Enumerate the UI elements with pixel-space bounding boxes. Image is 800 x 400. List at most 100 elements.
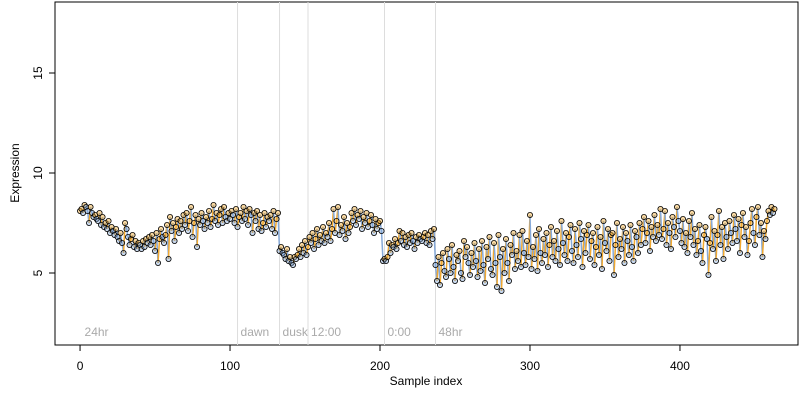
data-point <box>427 227 434 234</box>
data-point <box>543 229 550 236</box>
plot-frame <box>54 1 799 346</box>
data-point <box>535 225 542 232</box>
data-point <box>439 249 446 256</box>
data-point <box>122 219 129 226</box>
data-point <box>495 231 502 238</box>
data-point <box>188 203 195 210</box>
line-segment <box>248 208 252 216</box>
data-point <box>338 221 345 228</box>
data-point <box>741 233 748 240</box>
line-segment <box>560 220 564 244</box>
data-point <box>663 241 670 248</box>
data-point <box>320 223 327 230</box>
data-point <box>150 237 157 244</box>
data-point <box>724 245 731 252</box>
data-point <box>511 265 518 272</box>
data-point <box>243 207 250 214</box>
line-segment <box>661 228 665 240</box>
data-point <box>312 235 319 242</box>
y-tick-label: 5 <box>31 269 45 276</box>
data-point <box>254 207 261 214</box>
data-point <box>744 251 751 258</box>
data-point <box>179 225 186 232</box>
data-point <box>185 227 192 234</box>
data-point <box>263 223 270 230</box>
data-point <box>697 247 704 254</box>
data-point <box>523 237 530 244</box>
data-point <box>424 231 431 238</box>
data-point <box>754 203 761 210</box>
data-point <box>207 223 214 230</box>
line-segment <box>761 230 765 258</box>
data-point <box>480 261 487 268</box>
data-point <box>146 233 153 240</box>
data-point <box>594 223 601 230</box>
data-point <box>504 259 511 266</box>
line-segment <box>707 242 711 276</box>
data-point <box>248 211 255 218</box>
line-segment <box>461 240 465 280</box>
data-point <box>636 219 643 226</box>
data-point <box>457 269 464 276</box>
data-point <box>735 215 742 222</box>
data-point <box>123 225 130 232</box>
line-segment <box>677 220 681 232</box>
line-segment <box>547 244 551 268</box>
data-point <box>624 237 631 244</box>
line-segment <box>124 222 128 230</box>
data-point <box>111 231 118 238</box>
data-point <box>606 257 613 264</box>
data-point <box>763 217 770 224</box>
line-segment <box>395 242 399 250</box>
line-segment <box>451 244 455 268</box>
data-point <box>297 253 304 260</box>
data-point <box>357 207 364 214</box>
data-point <box>534 267 541 274</box>
data-point <box>132 237 139 244</box>
data-point <box>673 203 680 210</box>
x-tick-label: 300 <box>520 359 540 373</box>
data-point <box>317 231 324 238</box>
data-point <box>324 233 331 240</box>
data-point <box>621 259 628 266</box>
data-point <box>568 247 575 254</box>
data-point <box>684 249 691 256</box>
line-segment <box>644 232 648 244</box>
data-point <box>177 217 184 224</box>
data-point <box>609 229 616 236</box>
data-point <box>333 217 340 224</box>
data-point <box>522 261 529 268</box>
data-point <box>508 251 515 258</box>
data-point <box>441 267 448 274</box>
line-segment <box>347 226 351 234</box>
line-segment <box>292 256 296 266</box>
line-segment <box>623 232 627 264</box>
data-point <box>399 229 406 236</box>
data-point <box>496 253 503 260</box>
data-point <box>630 257 637 264</box>
data-point <box>676 227 683 234</box>
data-point <box>753 213 760 220</box>
data-point <box>696 221 703 228</box>
data-point <box>771 205 778 212</box>
data-point <box>460 237 467 244</box>
data-point <box>423 239 430 246</box>
data-point <box>350 217 357 224</box>
data-point <box>634 249 641 256</box>
data-point <box>442 273 449 280</box>
data-point <box>393 245 400 252</box>
data-point <box>570 259 577 266</box>
line-segment <box>439 262 443 286</box>
data-point <box>138 245 145 252</box>
data-point <box>564 257 571 264</box>
line-segment <box>608 234 612 262</box>
line-segment <box>200 212 204 222</box>
data-point <box>237 209 244 216</box>
data-point <box>555 245 562 252</box>
data-point <box>685 217 692 224</box>
data-point <box>651 211 658 218</box>
data-point <box>591 261 598 268</box>
data-point <box>688 209 695 216</box>
data-point <box>702 223 709 230</box>
